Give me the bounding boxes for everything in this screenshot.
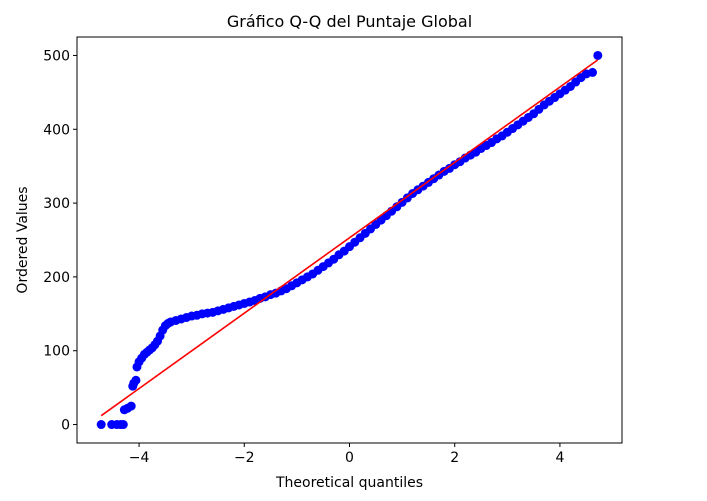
y-axis-ticks: 0 100 200 300 400 500 [43,48,77,434]
x-tick-label: 4 [555,450,564,466]
plot-area [76,36,623,444]
x-tick-label: −4 [129,450,150,466]
chart-title: Gráfico Q-Q del Puntaje Global [227,12,472,31]
data-point [96,420,106,430]
y-tick-label: 100 [43,344,70,360]
x-axis-label: Theoretical quantiles [275,475,423,491]
data-point [126,401,136,411]
reference-line [100,59,599,417]
y-tick-label: 400 [43,122,70,138]
y-axis-label: Ordered Values [15,186,31,293]
y-tick-label: 500 [43,48,70,64]
data-point [118,420,128,430]
x-axis-ticks: −4 −2 0 2 4 [129,443,564,466]
data-point [131,375,141,385]
x-tick-label: −2 [234,450,255,466]
x-tick-label: 0 [345,450,354,466]
y-tick-label: 0 [61,418,70,434]
x-tick-label: 2 [450,450,459,466]
data-point [588,67,598,77]
data-points [96,50,603,430]
data-point [593,50,603,60]
y-tick-label: 200 [43,270,70,286]
y-tick-label: 300 [43,196,70,212]
